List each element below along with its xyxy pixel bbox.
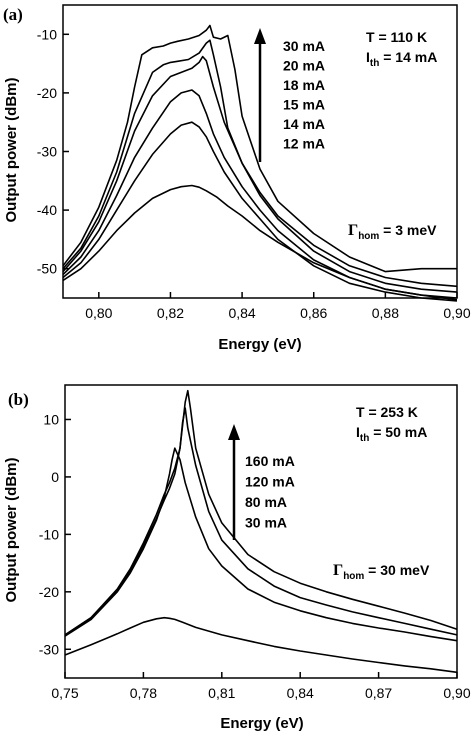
panel-b-y-tick-label: 0 [51,469,59,485]
panel-b-gamma-subscript: hom [343,571,364,582]
panel-a-x-tick-label: 0,90 [443,305,470,321]
panel-b-x-tick-label: 0,84 [287,685,314,701]
panel-a-curve-20-ma [62,39,458,288]
panel-a-current-arrow [254,28,266,162]
panel-a-label: (a) [3,5,23,24]
panel-b-threshold-symbol: I [356,424,360,440]
panel-a-legend-item-30-ma: 30 mA [283,38,325,54]
panel-a-curve-30-ma [62,24,457,273]
panel-b-label: (b) [8,390,29,409]
panel-b-current-legend: 160 mA 120 mA 80 mA 30 mA [245,453,295,531]
panel-a-threshold-value: = 14 mA [379,49,437,65]
panel-b-threshold-label: Ith = 50 mA [356,424,427,444]
panel-b-y-tick-label: -10 [39,526,59,542]
panel-a-legend-item-14-ma: 14 mA [283,116,325,132]
panel-a-y-tick-label: -50 [37,261,57,277]
panel-b-y-ticks: -30 -20 -10 0 10 [39,411,71,657]
panel-a-x-tick-label: 0,88 [372,305,399,321]
panel-b-chart: (b) 0,75 0,78 0,81 0,84 0,87 0,90 -30 -20 -10 0 1… [3,384,471,732]
panel-a-legend-item-12-ma: 12 mA [283,136,325,152]
panel-b-legend-item-80-ma: 80 mA [245,494,287,510]
panel-a-x-tick-label: 0,86 [300,305,327,321]
panel-a-curves [62,24,458,302]
panel-a-curve-15-ma [62,89,458,299]
panel-b-linewidth-label: Γhom = 30 meV [333,562,430,582]
panel-a-x-tick-label: 0,82 [157,305,184,321]
panel-b-legend-item-30-ma: 30 mA [245,515,287,531]
panel-a-x-tick-label: 0,84 [228,305,255,321]
panel-b-x-tick-label: 0,75 [51,685,78,701]
panel-b-y-tick-label: 10 [43,411,59,427]
panel-a-temperature-label: T = 110 K [366,29,427,45]
panel-a-threshold-subscript: th [370,58,379,69]
panel-a-y-ticks: -50 -40 -30 -20 -10 [37,26,69,277]
panel-b-gamma-symbol: Γ [333,562,343,579]
panel-a-y-tick-label: -10 [37,26,57,42]
panel-b-plot-frame [64,384,458,679]
panel-a-chart: (a) 0,80 0,82 0,84 0,86 0,88 0,90 -50 -40 -30 -2… [3,4,471,353]
panel-a-y-tick-label: -20 [37,85,57,101]
panel-a-curve-14-ma [62,121,458,302]
panel-a-gamma-symbol: Γ [348,222,358,239]
panel-b-curve-30-ma [64,616,458,674]
panel-a-legend-item-15-ma: 15 mA [283,97,325,113]
panel-b-legend-item-160-ma: 160 mA [245,453,295,469]
panel-a-y-axis-title: Output power (dBm) [3,78,20,223]
panel-b-x-tick-label: 0,78 [130,685,157,701]
panel-a-legend-item-18-ma: 18 mA [283,77,325,93]
panel-a-y-tick-label: -30 [37,144,57,160]
panel-a-threshold-label: Ith = 14 mA [366,49,437,69]
panel-b-x-ticks: 0,75 0,78 0,81 0,84 0,87 0,90 [51,672,471,701]
panel-b-current-arrow [228,424,240,540]
panel-a-x-ticks: 0,80 0,82 0,84 0,86 0,88 0,90 [85,292,471,321]
panel-a-y-tick-label: -40 [37,202,57,218]
panel-a-current-legend: 30 mA 20 mA 18 mA 15 mA 14 mA 12 mA [283,38,325,152]
panel-b-x-tick-label: 0,87 [365,685,392,701]
panel-b-curve-80-ma [64,447,458,642]
panel-b-y-axis-title: Output power (dBm) [3,458,20,603]
panel-a-x-tick-label: 0,80 [85,305,112,321]
panel-a-x-axis-title: Energy (eV) [218,336,301,353]
panel-b-x-axis-title: Energy (eV) [220,715,303,732]
panel-a-linewidth-label: Γhom = 3 meV [348,222,437,242]
panel-a-curve-12-ma [62,184,458,301]
panel-b-x-tick-label: 0,81 [208,685,235,701]
panel-b-threshold-value: = 50 mA [369,424,427,440]
panel-a-curve-18-ma [62,55,458,293]
panel-a-gamma-subscript: hom [358,231,379,242]
panel-b-x-tick-label: 0,90 [443,685,470,701]
panel-b-threshold-subscript: th [360,433,369,444]
panel-a-gamma-value: = 3 meV [379,222,437,238]
panel-a-threshold-symbol: I [366,49,370,65]
panel-b-curve-120-ma [64,407,458,636]
panel-b-y-tick-label: -20 [39,584,59,600]
panel-b-temperature-label: T = 253 K [356,404,418,420]
panel-b-curve-160-ma [64,389,458,636]
panel-b-curves [64,389,458,674]
panel-b-legend-item-120-ma: 120 mA [245,474,295,490]
panel-a-legend-item-20-ma: 20 mA [283,58,325,74]
panel-b-y-tick-label: -30 [39,641,59,657]
panel-b-gamma-value: = 30 meV [364,562,430,578]
